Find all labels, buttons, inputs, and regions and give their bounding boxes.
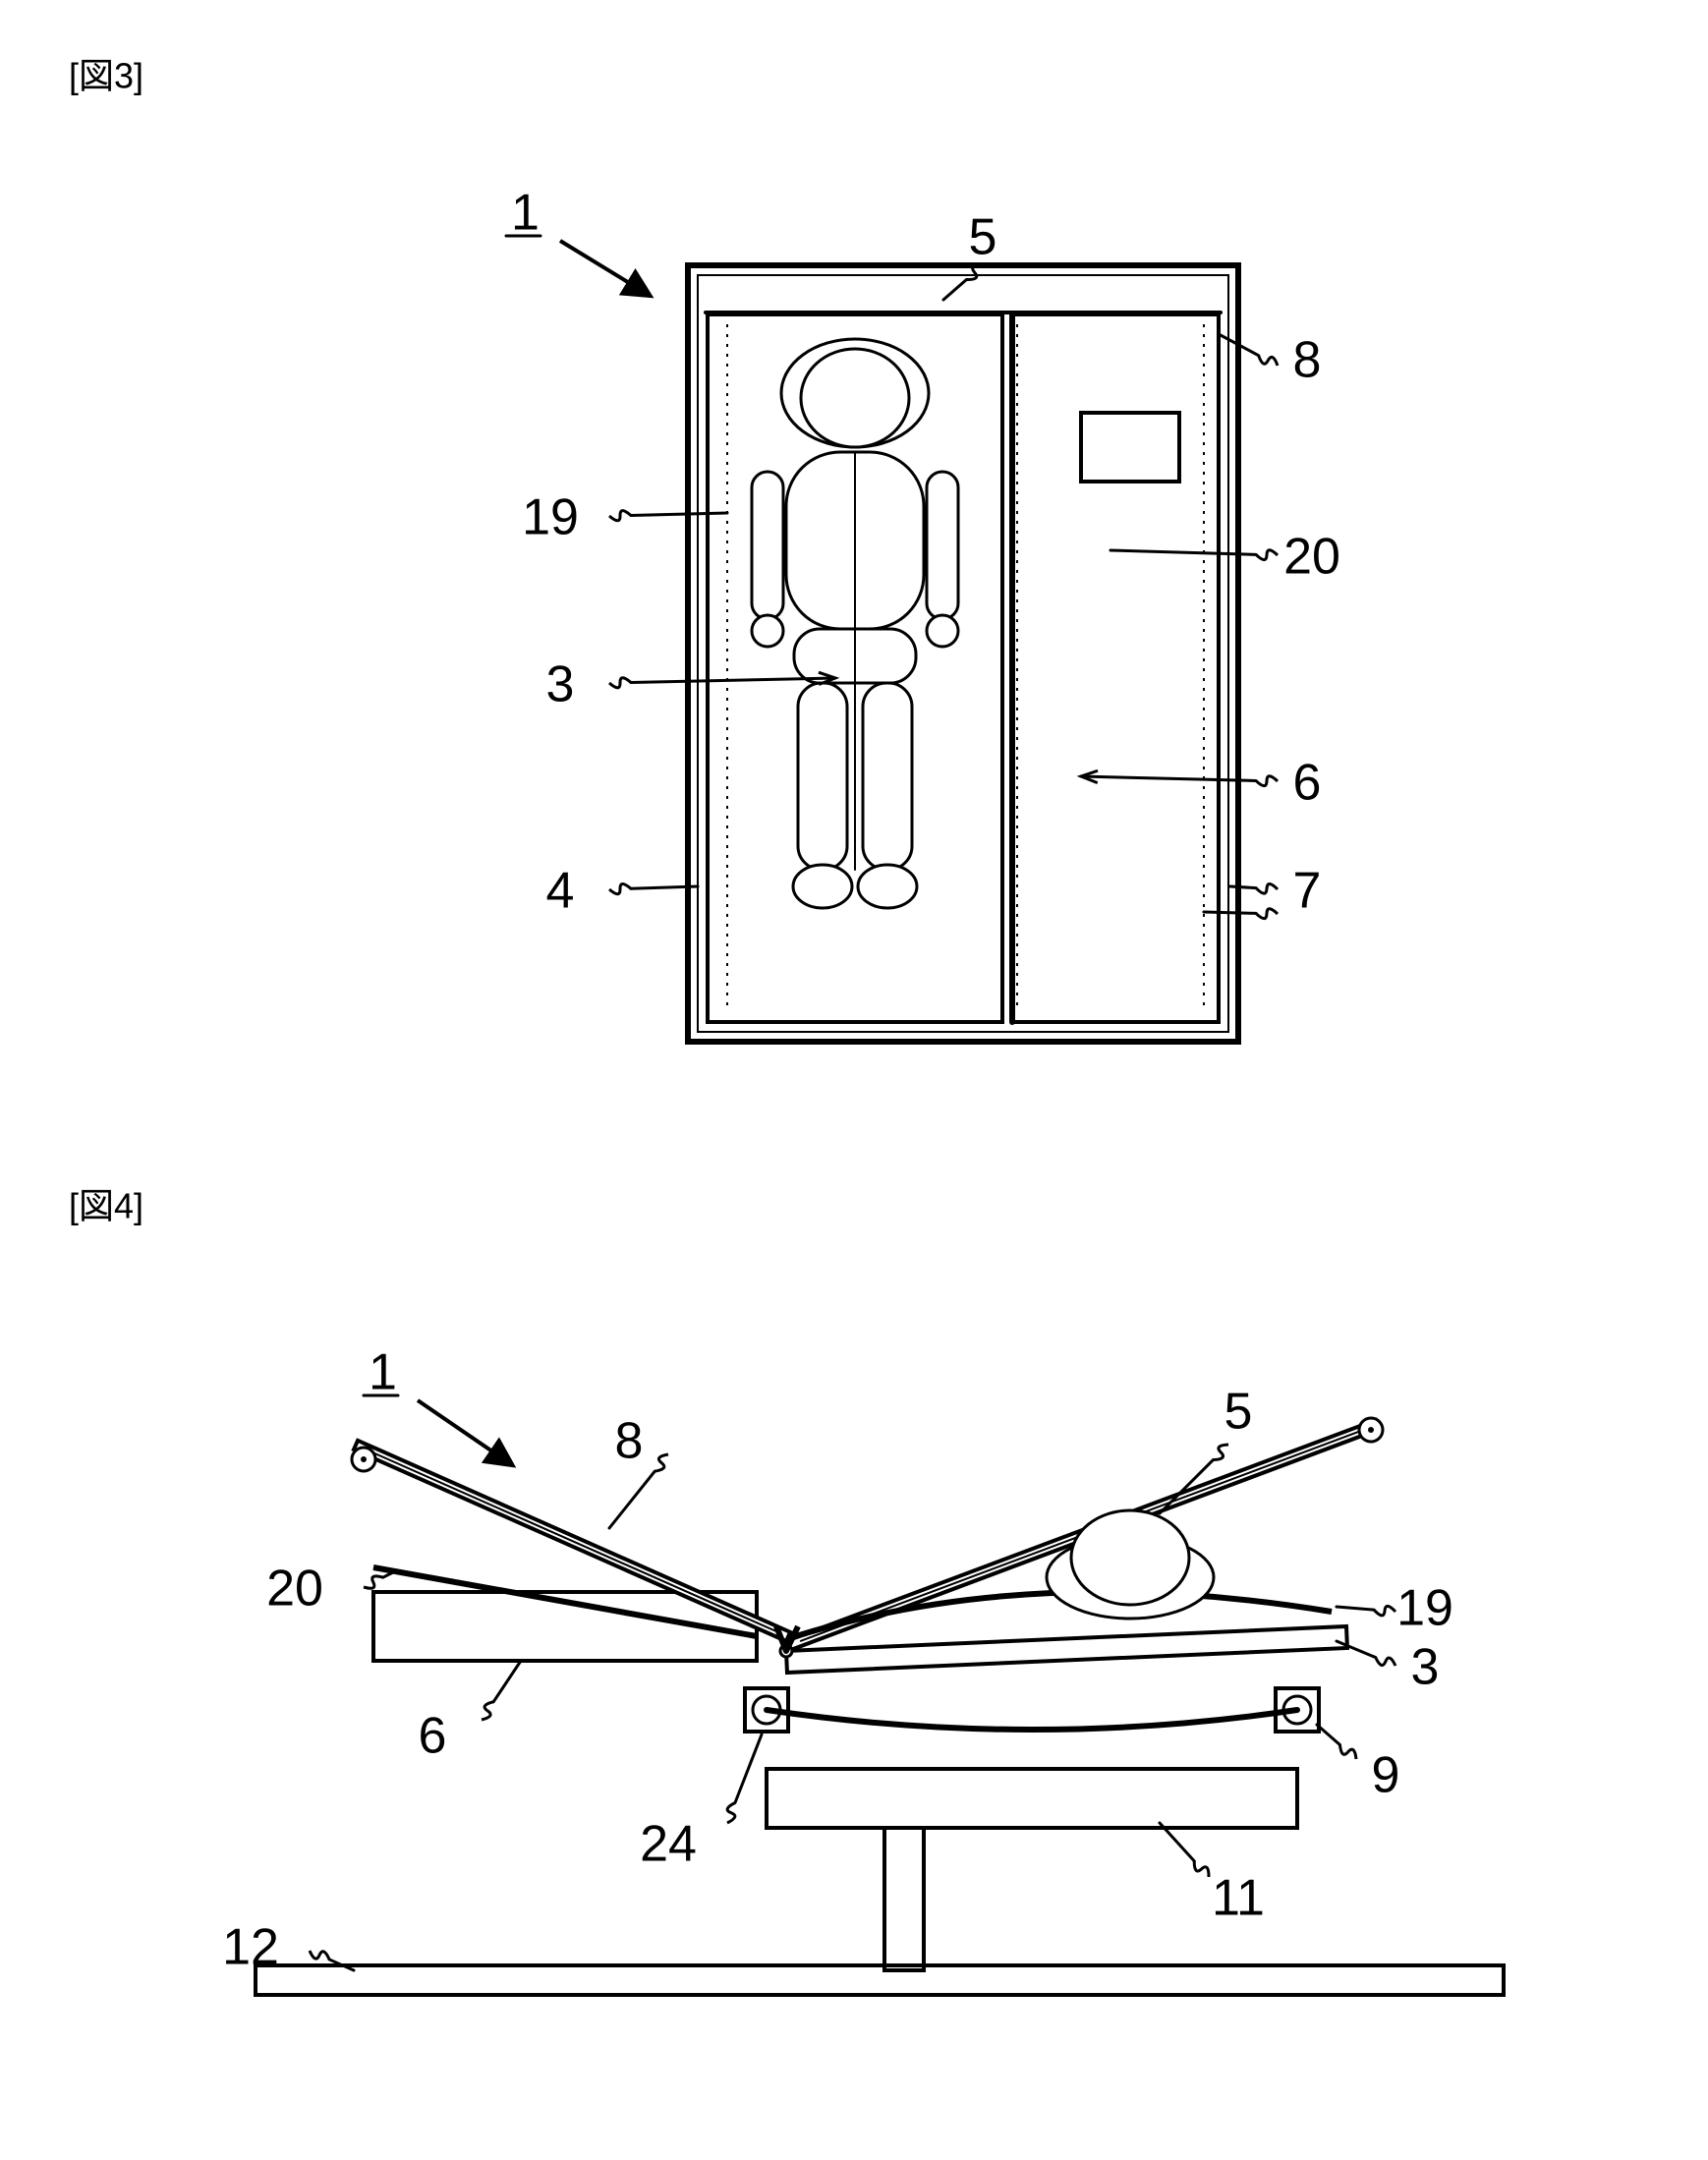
- drawing-stroke: [1256, 550, 1278, 560]
- fig3-caption: [図3]: [69, 56, 143, 96]
- drawing-stroke: 19: [1396, 1580, 1453, 1637]
- drawing-stroke: [560, 241, 649, 295]
- drawing-stroke: [609, 678, 631, 688]
- drawing-stroke: [1256, 883, 1278, 893]
- drawing-stroke: [927, 472, 958, 619]
- fig4-caption: [図4]: [69, 1186, 143, 1226]
- drawing-stroke: [1204, 912, 1256, 913]
- drawing-stroke: [863, 683, 912, 870]
- drawing-stroke: [310, 1951, 329, 1960]
- fig4-post: [884, 1828, 924, 1970]
- drawing-stroke: 3: [1411, 1639, 1440, 1696]
- fig3-small-panel: [1081, 413, 1179, 482]
- drawing-stroke: [631, 678, 835, 683]
- fig4-ref-1: 1: [369, 1344, 397, 1401]
- drawing-stroke: 6: [419, 1708, 447, 1765]
- drawing-stroke: [1194, 1861, 1209, 1877]
- drawing-stroke: [361, 1456, 367, 1462]
- drawing-stroke: [858, 865, 917, 908]
- drawing-stroke: [609, 511, 631, 521]
- drawing-stroke: [1337, 1607, 1374, 1610]
- drawing-stroke: [609, 1471, 655, 1528]
- drawing-stroke: 8: [1293, 332, 1322, 389]
- fig4-tray-11: [767, 1769, 1297, 1828]
- fig3-ref-1: 1: [511, 185, 540, 242]
- drawing-stroke: 7: [1293, 863, 1322, 920]
- fig3-outer-frame: [688, 265, 1238, 1042]
- drawing-stroke: [752, 472, 783, 619]
- drawing-stroke: 11: [1212, 1870, 1265, 1927]
- drawing-stroke: 12: [222, 1919, 279, 1976]
- drawing-stroke: 24: [640, 1816, 697, 1873]
- drawing-stroke: 4: [546, 863, 575, 920]
- drawing-stroke: [1256, 776, 1278, 786]
- drawing-stroke: [482, 1702, 493, 1720]
- drawing-stroke: 8: [615, 1413, 644, 1470]
- drawing-stroke: [1339, 1745, 1356, 1759]
- drawing-stroke: [655, 1454, 668, 1471]
- drawing-stroke: [631, 513, 727, 515]
- drawing-stroke: [1259, 356, 1278, 366]
- drawing-stroke: 20: [266, 1561, 323, 1618]
- drawing-stroke: [1368, 1427, 1374, 1433]
- fig4-bed-3: [786, 1626, 1347, 1673]
- drawing-stroke: [1376, 1658, 1395, 1666]
- fig4-head: [1071, 1510, 1189, 1605]
- drawing-stroke: [493, 1661, 521, 1702]
- drawing-stroke: 3: [546, 656, 575, 713]
- drawing-stroke: [735, 1734, 762, 1802]
- drawing-stroke: [1081, 776, 1256, 780]
- fig3-panel-6: [1012, 314, 1219, 1022]
- fig4-belt: [767, 1710, 1297, 1730]
- drawing-stroke: [1374, 1606, 1395, 1616]
- drawing-stroke: [752, 615, 783, 647]
- drawing-stroke: 5: [1224, 1384, 1253, 1441]
- drawing-stroke: [418, 1400, 511, 1464]
- drawing-stroke: [1213, 1445, 1228, 1460]
- drawing-stroke: 9: [1372, 1747, 1400, 1804]
- drawing-stroke: [927, 615, 958, 647]
- drawing-stroke: [727, 1802, 735, 1823]
- drawing-stroke: 19: [522, 489, 579, 546]
- drawing-stroke: [1230, 886, 1256, 888]
- drawing-stroke: [793, 865, 852, 908]
- drawing-stroke: [698, 275, 1228, 1032]
- drawing-stroke: [943, 279, 966, 300]
- drawing-stroke: [609, 884, 631, 894]
- fig4-base-12: [256, 1965, 1504, 1995]
- drawing-stroke: 20: [1283, 529, 1340, 586]
- drawing-stroke: [801, 349, 909, 447]
- drawing-stroke: 5: [969, 209, 997, 266]
- drawing-stroke: [1317, 1725, 1339, 1745]
- drawing-stroke: [1256, 909, 1278, 919]
- drawing-stroke: [383, 1572, 393, 1577]
- drawing-stroke: [798, 683, 847, 870]
- drawing-stroke: [364, 1576, 383, 1588]
- drawing-stroke: [1110, 550, 1256, 554]
- drawing-stroke: 6: [1293, 755, 1322, 812]
